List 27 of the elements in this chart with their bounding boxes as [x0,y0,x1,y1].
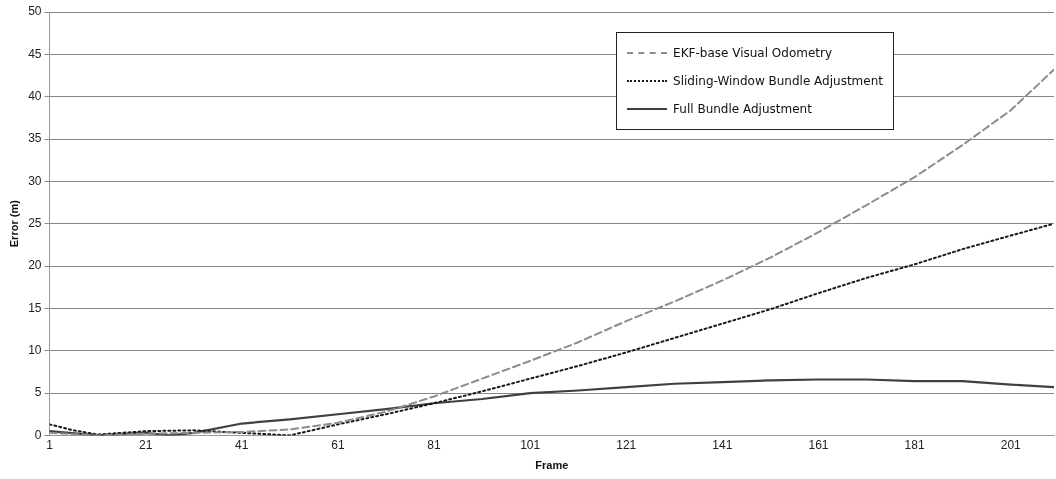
y-tick-label: 20 [28,258,42,273]
y-tick-label: 15 [28,300,42,315]
y-tick-label: 10 [28,343,42,358]
x-tick-label: 181 [904,437,925,452]
x-tick-label: 41 [235,437,249,452]
x-tick-label: 121 [616,437,637,452]
y-tick-label: 0 [34,427,42,442]
y-tick-label: 25 [28,216,42,231]
legend-label: Full Bundle Adjustment [673,102,812,116]
x-tick-label: 161 [808,437,829,452]
y-tick-label: 45 [28,46,42,61]
x-tick-label: 81 [427,437,442,452]
x-tick-label: 141 [712,437,733,452]
y-tick-label: 50 [28,4,42,19]
x-tick-label: 101 [520,437,541,452]
x-tick-label: 1 [46,437,54,452]
x-tick-label: 21 [138,437,153,452]
x-axis-title: Frame [535,459,569,472]
y-tick-label: 40 [28,88,42,103]
y-tick-label: 35 [28,131,42,146]
x-tick-label: 201 [1000,437,1022,452]
y-axis-title: Error (m) [7,199,20,248]
legend-label: Sliding-Window Bundle Adjustment [673,74,883,88]
legend-label: EKF-base Visual Odometry [673,46,833,60]
y-tick-label: 5 [34,385,42,400]
y-tick-label: 30 [28,173,42,188]
x-tick-label: 61 [331,437,345,452]
